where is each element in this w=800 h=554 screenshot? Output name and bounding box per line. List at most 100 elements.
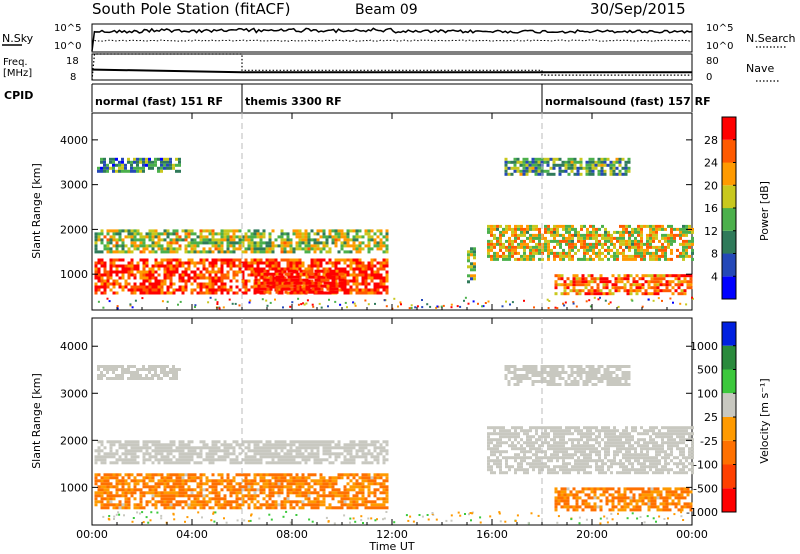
data-cell <box>217 455 221 459</box>
data-cell <box>532 236 535 240</box>
data-cell <box>604 299 607 302</box>
data-cell <box>169 500 173 504</box>
data-cell <box>118 282 122 286</box>
data-cell <box>314 269 318 273</box>
data-cell <box>109 229 113 233</box>
data-cell <box>232 264 236 268</box>
data-cell <box>358 282 362 286</box>
data-cell <box>580 468 583 472</box>
data-cell <box>310 267 314 271</box>
data-cell <box>307 455 311 459</box>
data-cell <box>175 374 178 377</box>
data-cell <box>656 292 660 296</box>
data-cell <box>364 288 368 292</box>
data-cell <box>202 267 206 271</box>
data-cell <box>679 227 682 231</box>
data-cell <box>292 455 296 459</box>
data-cell <box>112 497 116 501</box>
data-cell <box>358 258 362 262</box>
data-cell <box>184 452 188 456</box>
data-cell <box>592 426 595 430</box>
data-cell <box>214 232 218 236</box>
data-cell <box>277 288 281 292</box>
data-cell <box>547 432 550 436</box>
data-cell <box>670 230 673 234</box>
data-cell <box>319 229 323 233</box>
data-cell <box>619 224 622 228</box>
data-cell <box>148 500 152 504</box>
data-cell <box>211 458 215 462</box>
data-cell <box>109 270 113 274</box>
data-cell <box>172 273 176 277</box>
data-cell <box>589 435 592 439</box>
data-cell <box>343 244 347 248</box>
data-cell <box>601 236 604 240</box>
data-cell <box>160 491 164 495</box>
data-cell <box>157 247 161 251</box>
data-cell <box>565 251 568 255</box>
data-cell <box>652 251 655 255</box>
data-cell <box>103 166 106 170</box>
data-cell <box>340 500 344 504</box>
data-cell <box>118 365 121 368</box>
data-cell <box>559 456 562 460</box>
data-cell <box>259 440 263 444</box>
data-cell <box>567 157 571 161</box>
data-cell <box>253 503 257 507</box>
data-cell <box>583 426 586 430</box>
data-cell <box>274 449 278 453</box>
data-cell <box>214 440 218 444</box>
data-cell <box>616 471 619 475</box>
data-cell <box>467 253 470 257</box>
data-cell <box>499 248 502 252</box>
data-cell <box>577 465 580 469</box>
data-cell <box>520 429 523 433</box>
data-cell <box>190 476 194 480</box>
data-cell <box>307 500 311 504</box>
data-cell <box>586 233 589 237</box>
data-cell <box>322 476 326 480</box>
data-cell <box>538 456 541 460</box>
data-cell <box>277 443 281 447</box>
data-cell <box>160 371 163 374</box>
data-cell <box>376 455 380 459</box>
cpid-label: CPID <box>4 89 33 102</box>
data-cell <box>166 163 169 167</box>
data-cell <box>591 169 595 173</box>
data-cell <box>376 488 380 492</box>
data-cell <box>523 239 526 243</box>
data-cell <box>487 242 490 246</box>
data-cell <box>616 251 619 255</box>
data-cell <box>313 488 317 492</box>
data-cell <box>187 473 191 477</box>
data-cell <box>543 160 547 164</box>
data-cell <box>178 258 182 262</box>
data-cell <box>112 229 116 233</box>
data-cell <box>601 468 604 472</box>
data-cell <box>136 443 140 447</box>
data-cell <box>286 488 290 492</box>
data-cell <box>223 288 227 292</box>
data-cell <box>205 238 209 242</box>
data-cell <box>600 172 604 176</box>
data-cell <box>280 291 284 295</box>
data-cell <box>184 288 188 292</box>
data-cell <box>316 267 320 271</box>
data-cell <box>301 241 305 245</box>
data-cell <box>256 247 260 251</box>
data-cell <box>130 374 133 377</box>
data-cell <box>538 227 541 231</box>
data-cell <box>202 261 206 265</box>
data-cell <box>169 244 173 248</box>
data-cell <box>208 291 212 295</box>
data-cell <box>217 449 221 453</box>
data-cell <box>615 157 619 161</box>
data-cell <box>526 441 529 445</box>
data-cell <box>304 241 308 245</box>
data-cell <box>349 455 353 459</box>
data-cell <box>133 374 136 377</box>
data-cell <box>127 229 131 233</box>
data-cell <box>130 241 134 245</box>
data-cell <box>166 288 170 292</box>
data-cell <box>331 491 335 495</box>
